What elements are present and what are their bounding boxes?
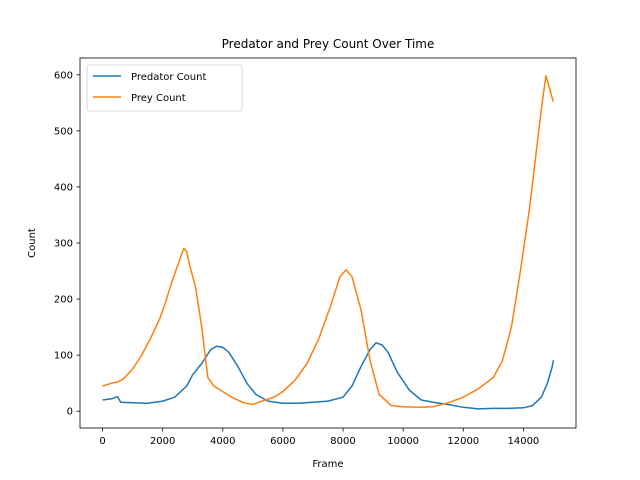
y-tick-label: 400 <box>54 182 73 193</box>
y-tick-label: 500 <box>54 126 73 137</box>
x-tick-label: 14000 <box>507 436 539 447</box>
x-tick-label: 12000 <box>447 436 479 447</box>
predator-count-line <box>102 342 555 410</box>
y-tick-label: 0 <box>67 407 73 418</box>
x-tick-label: 0 <box>99 436 105 447</box>
legend-label-prey: Prey Count <box>131 93 186 104</box>
x-tick-label: 8000 <box>330 436 355 447</box>
ticks: 0 2000 4000 6000 8000 10000 12000 14000 0 100 200 3… <box>54 70 539 447</box>
x-tick-label: 6000 <box>270 436 295 447</box>
y-tick-label: 600 <box>54 70 73 81</box>
x-tick-label: 2000 <box>150 436 175 447</box>
prey-count-line <box>102 75 555 409</box>
series-layer <box>102 75 555 410</box>
x-axis-label: Frame <box>312 459 343 470</box>
x-tick-label: 4000 <box>210 436 235 447</box>
chart-title: Predator and Prey Count Over Time <box>222 37 435 51</box>
legend-label-predator: Predator Count <box>131 72 206 83</box>
x-tick-label: 10000 <box>387 436 419 447</box>
y-axis-label: Count <box>27 228 38 258</box>
legend: Predator Count Prey Count <box>86 64 243 112</box>
y-tick-label: 200 <box>54 295 73 306</box>
y-tick-label: 100 <box>54 351 73 362</box>
y-tick-label: 300 <box>54 239 73 250</box>
legend-box <box>86 64 243 112</box>
